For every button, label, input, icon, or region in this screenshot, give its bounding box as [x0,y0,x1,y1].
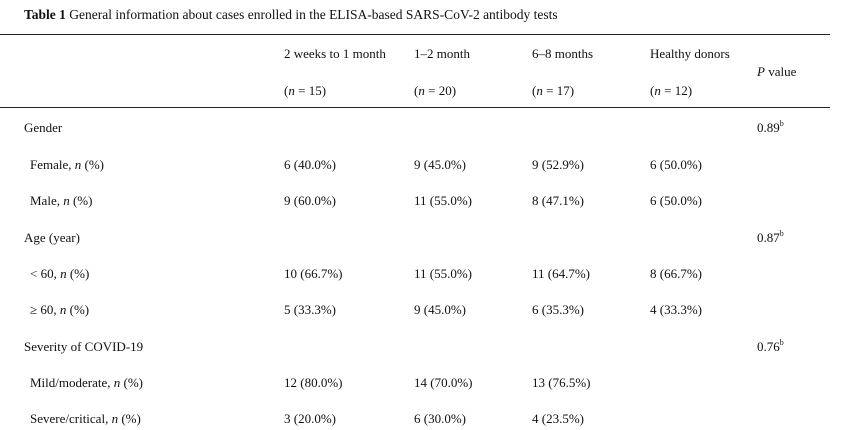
section-title-severity: Severity of COVID-19 [24,339,144,354]
n-symbol: n [654,83,661,98]
table-cell: 6 (35.3%) [532,302,584,317]
row-label-severe-critical: Severe/critical, n (%) [30,411,141,426]
table-cell: 6 (50.0%) [650,193,702,208]
table-cell: 11 (55.0%) [414,193,473,208]
section-title-age: Age (year) [24,230,80,245]
row-label-female: Female, n (%) [30,157,105,172]
header-n-4: (n = 12) [650,83,693,98]
row-label-under-60: < 60, n (%) [30,266,90,281]
table-cell: 13 (76.5%) [532,375,591,390]
table-cell: 9 (45.0%) [414,157,466,172]
table-cell: 3 (20.0%) [284,411,336,426]
row-label-60-plus: ≥ 60, n (%) [30,302,90,317]
table-label: Table 1 [24,7,66,22]
top-rule [0,34,830,35]
header-p-value: P value [757,64,797,79]
header-rule [0,107,830,108]
n-symbol: n [536,83,543,98]
p-value-age: 0.87b [757,229,784,246]
table-cell: 11 (64.7%) [532,266,591,281]
n-symbol: n [288,83,295,98]
table-title: General information about cases enrolled… [69,7,558,22]
row-label-mild-moderate: Mild/moderate, n (%) [30,375,144,390]
table-cell: 6 (30.0%) [414,411,466,426]
p-value-severity: 0.76b [757,338,784,355]
table-cell: 9 (52.9%) [532,157,584,172]
table-cell: 9 (45.0%) [414,302,466,317]
table-cell: 6 (50.0%) [650,157,702,172]
header-group-2: 1–2 month [414,46,470,61]
table-cell: 10 (66.7%) [284,266,343,281]
header-n-1: (n = 15) [284,83,327,98]
header-n-3: (n = 17) [532,83,575,98]
header-n-2: (n = 20) [414,83,457,98]
header-group-1: 2 weeks to 1 month [284,46,386,61]
table-cell: 5 (33.3%) [284,302,336,317]
table-cell: 4 (23.5%) [532,411,584,426]
table-cell: 14 (70.0%) [414,375,473,390]
table-cell: 4 (33.3%) [650,302,702,317]
table-caption: Table 1 General information about cases … [24,7,558,23]
table-cell: 12 (80.0%) [284,375,343,390]
header-group-3: 6–8 months [532,46,594,61]
table-cell: 6 (40.0%) [284,157,336,172]
row-label-male: Male, n (%) [30,193,93,208]
n-symbol: n [418,83,425,98]
header-group-4: Healthy donors [650,46,730,61]
table-cell: 8 (47.1%) [532,193,584,208]
section-title-gender: Gender [24,120,63,135]
table-cell: 9 (60.0%) [284,193,336,208]
table-cell: 11 (55.0%) [414,266,473,281]
table-cell: 8 (66.7%) [650,266,702,281]
p-value-gender: 0.89b [757,119,784,136]
